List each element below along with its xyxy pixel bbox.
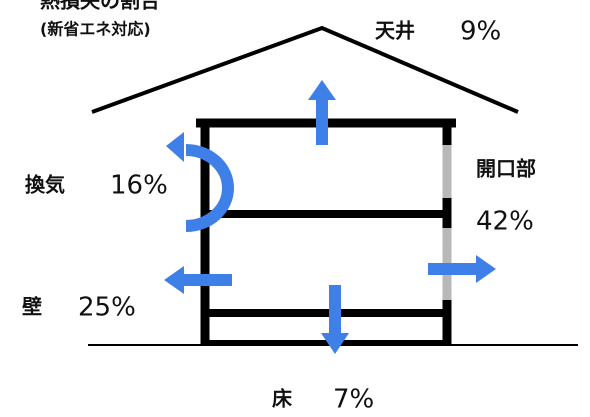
percent: 42% (476, 207, 534, 237)
label: 天井 (375, 19, 415, 43)
percent: 7% (333, 385, 374, 415)
roof (92, 28, 518, 112)
arrow-head (164, 266, 184, 294)
arrow-head (476, 255, 496, 283)
label: 開口部 (476, 157, 536, 181)
label: 換気 (25, 173, 65, 197)
diagram: 熱損失の割合 (新省エネ対応) 天井 9% 換気 16% 開口部 42% 壁 2… (0, 0, 590, 417)
percent: 25% (78, 293, 136, 323)
percent: 16% (110, 171, 168, 201)
arrow-head (166, 132, 184, 162)
subtitle: (新省エネ対応) (40, 20, 151, 39)
label: 床 (272, 387, 293, 411)
label: 壁 (22, 295, 42, 319)
arrow-head (308, 80, 336, 100)
percent: 9% (460, 17, 501, 47)
title: 熱損失の割合 (40, 0, 161, 13)
